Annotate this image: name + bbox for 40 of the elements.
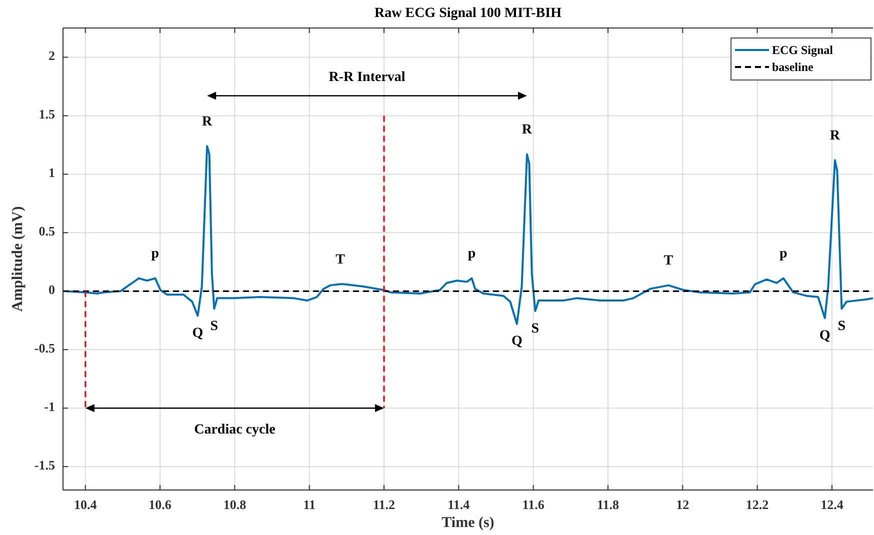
x-tick-label: 10.6 [148, 497, 172, 512]
y-tick-label: -1.5 [34, 458, 56, 473]
annotation: p [151, 246, 160, 262]
x-tick-label: 11 [303, 497, 316, 512]
annotation: R [830, 128, 841, 144]
x-tick-label: 11.2 [372, 497, 396, 512]
x-tick-label: 10.4 [74, 497, 98, 512]
annotation: R [522, 122, 533, 138]
x-tick-label: 11.4 [448, 497, 470, 512]
annotation: R [202, 114, 214, 130]
annotation: T [664, 254, 674, 269]
x-tick-label: 11.8 [596, 497, 620, 512]
annotation: R-R Interval [328, 70, 406, 85]
y-tick-label: 0 [48, 282, 55, 298]
y-tick-label: 2 [48, 48, 55, 64]
legend-label: ECG Signal [772, 43, 834, 57]
annotation: Q [819, 328, 830, 344]
annotation: Q [192, 326, 204, 341]
annotation: S [531, 321, 540, 336]
annotation: S [838, 318, 846, 334]
y-tick-label: -1 [44, 399, 55, 414]
x-tick-label: 12.4 [820, 497, 844, 512]
y-axis-title: Amplitude (mV) [10, 206, 26, 312]
y-tick-label: 0.5 [38, 224, 56, 239]
chart-title: Raw ECG Signal 100 MIT-BIH [374, 6, 562, 21]
y-tick-label: -0.5 [34, 340, 56, 356]
y-tick-label: 1.5 [38, 106, 56, 122]
y-tick-label: 1 [48, 165, 55, 180]
x-tick-label: 10.8 [223, 497, 247, 512]
x-axis-title: Time (s) [442, 515, 494, 531]
x-tick-label: 11.6 [522, 497, 545, 512]
annotation: T [336, 252, 346, 268]
x-tick-label: 12 [676, 497, 690, 512]
annotation: p [468, 246, 476, 262]
annotation: Cardiac cycle [194, 422, 276, 438]
annotation: p [780, 246, 788, 262]
annotation: Q [511, 334, 522, 350]
annotation: S [210, 318, 218, 334]
legend-label: baseline [772, 60, 814, 74]
x-tick-label: 12.2 [746, 497, 769, 512]
